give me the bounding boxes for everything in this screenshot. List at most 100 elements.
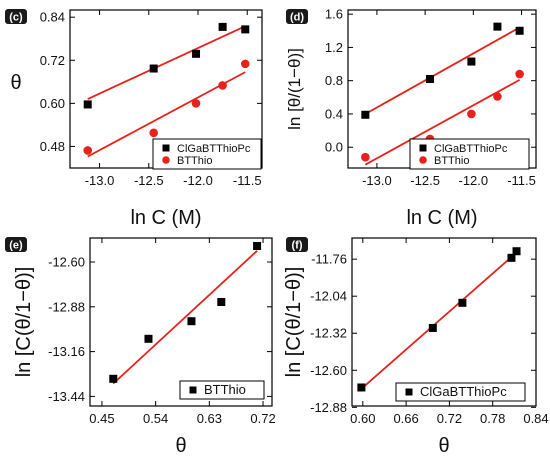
x-tick-label: 0.72 — [437, 411, 462, 426]
data-point — [361, 110, 370, 119]
panel-tag-label: (e) — [9, 240, 23, 252]
data-point — [425, 75, 434, 84]
x-axis-title: θ — [438, 435, 449, 457]
chart-panel-0: (c) -13.0 -12.5 -12.0 -11.5 0.48 0.60 0.72 0.84 l… — [5, 9, 263, 229]
x-tick-label: -11.5 — [233, 173, 262, 188]
y-tick-label: -13.44 — [48, 389, 85, 404]
data-point — [512, 247, 521, 256]
x-axis-title: θ — [175, 435, 186, 457]
legend-box — [179, 380, 265, 400]
y-tick-label: 0.60 — [40, 96, 65, 111]
fit-line-0 — [360, 251, 518, 390]
data-point — [515, 26, 524, 35]
legend-box — [395, 382, 526, 402]
data-point — [149, 128, 158, 138]
y-tick-label: 0.0 — [325, 140, 343, 155]
plot-frame — [351, 237, 537, 407]
legend: ClGaBTThioPc — [395, 382, 526, 402]
data-point — [241, 25, 250, 34]
x-axis-title: ln C (M) — [130, 207, 201, 229]
data-point — [515, 69, 524, 79]
legend-marker — [189, 386, 197, 394]
y-axis-title: ln [C(θ/1−θ)] — [13, 267, 35, 378]
panel-tag-label: (f) — [292, 240, 303, 252]
x-tick-label: -12.5 — [410, 173, 440, 188]
data-point — [83, 100, 92, 109]
x-tick-label: -12.5 — [134, 173, 164, 188]
x-tick-label: 0.84 — [523, 411, 548, 426]
fit-line-1 — [364, 79, 521, 166]
data-point — [507, 253, 516, 262]
legend-marker — [162, 144, 170, 152]
x-tick-label: -13.0 — [85, 173, 115, 188]
legend-label: ClGaBTThioPc — [434, 143, 508, 155]
data-point — [192, 49, 201, 58]
fit-line-0 — [112, 250, 258, 385]
y-axis-title: ln [C(θ/1−θ)] — [283, 267, 305, 378]
panel-tag: (c) — [5, 9, 27, 24]
y-tick-label: -12.04 — [310, 289, 347, 304]
data-point — [467, 57, 476, 66]
panel-tag-label: (d) — [290, 12, 304, 24]
data-point — [187, 317, 196, 326]
y-tick-label: 0.84 — [40, 10, 65, 25]
data-point — [217, 298, 226, 306]
data-point — [218, 22, 227, 31]
legend-label: BTThio — [177, 155, 212, 167]
legend: BTThio — [179, 380, 265, 400]
data-point — [83, 146, 93, 155]
x-tick-label: -11.5 — [507, 173, 536, 188]
legend-box — [409, 138, 530, 170]
y-tick-label: -12.88 — [48, 299, 85, 314]
legend-marker — [419, 156, 427, 164]
legend-label: ClGaBTThioPc — [420, 384, 507, 399]
data-point — [218, 81, 227, 90]
x-tick-label: 0.66 — [393, 411, 418, 426]
x-tick-label: -13.0 — [362, 173, 392, 188]
fit-line-0 — [364, 26, 521, 115]
y-tick-label: -13.16 — [48, 344, 85, 359]
chart-panel-2: (e) 0.45 0.54 0.63 0.72 -13.44 -13.16 -12.88 -12… — [5, 237, 276, 457]
legend-box — [152, 138, 262, 170]
fit-line-0 — [87, 25, 246, 100]
x-tick-label: 0.45 — [89, 411, 114, 426]
legend-label: BTThio — [204, 382, 246, 397]
data-point — [191, 99, 201, 108]
legend-marker — [405, 388, 413, 396]
legend-label: BTThio — [434, 155, 469, 167]
y-tick-label: 1.2 — [325, 40, 343, 55]
legend-label: ClGaBTThioPc — [177, 143, 251, 155]
data-point — [253, 242, 262, 250]
y-tick-label: 0.8 — [325, 73, 343, 88]
x-tick-label: 0.63 — [197, 411, 222, 426]
x-tick-label: -12.0 — [459, 173, 489, 188]
y-tick-label: 0.72 — [40, 53, 65, 68]
data-point — [428, 323, 437, 332]
y-tick-label: 0.48 — [40, 139, 65, 154]
data-point — [109, 374, 118, 383]
data-point — [493, 92, 502, 101]
y-tick-label: -11.76 — [311, 252, 347, 267]
y-tick-label: 1.6 — [325, 7, 343, 22]
y-axis-title: ln [θ/(1−θ)] — [285, 48, 304, 130]
panel-tag: (e) — [5, 237, 27, 252]
data-point — [149, 64, 158, 73]
y-tick-label: 0.4 — [325, 106, 343, 121]
y-tick-label: -12.88 — [310, 400, 347, 415]
x-tick-label: 0.78 — [480, 411, 505, 426]
legend-marker — [162, 156, 170, 164]
chart-panel-1: (d) -13.0 -12.5 -12.0 -11.5 0.0 0.4 0.8 1.2 1.6 ln… — [285, 7, 537, 229]
x-tick-label: 0.72 — [250, 411, 275, 426]
x-tick-label: 0.54 — [143, 411, 168, 426]
data-point — [240, 59, 250, 69]
legend-marker — [419, 144, 427, 152]
chart-panel-3: (f) 0.60 0.66 0.72 0.78 0.84 -12.88 -12.60 -12.3… — [283, 237, 549, 457]
data-point — [467, 109, 476, 119]
y-tick-label: -12.32 — [310, 326, 347, 341]
panel-tag: (d) — [286, 9, 308, 24]
panel-tag: (f) — [286, 237, 308, 252]
data-point — [493, 22, 502, 31]
